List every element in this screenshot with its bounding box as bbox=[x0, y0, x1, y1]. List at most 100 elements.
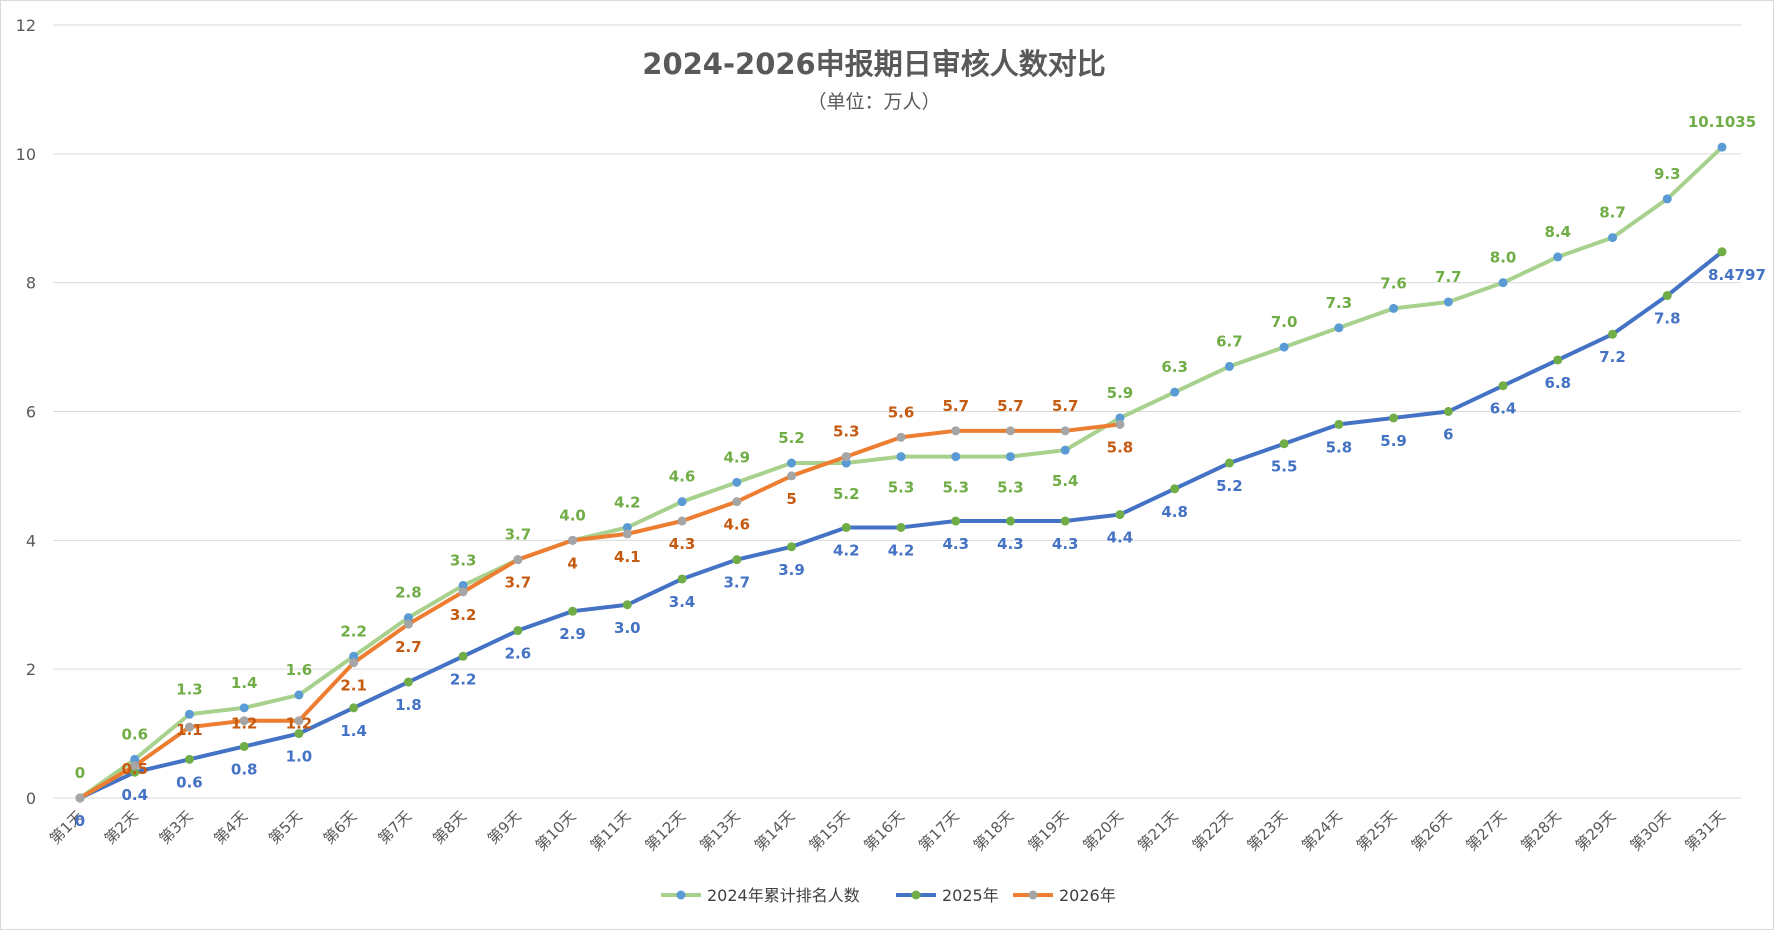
series-3-point bbox=[787, 471, 797, 481]
series-2-point bbox=[1498, 381, 1508, 391]
series-1-point bbox=[1334, 323, 1344, 333]
series-3-data-label: 5.3 bbox=[833, 423, 860, 441]
x-tick-label: 第4天 bbox=[210, 807, 251, 848]
x-tick-label: 第9天 bbox=[484, 807, 525, 848]
series-3-data-label: 4 bbox=[567, 554, 577, 572]
series-3-point bbox=[1060, 426, 1070, 436]
chart-subtitle: （单位：万人） bbox=[807, 91, 940, 113]
series-3-point bbox=[677, 516, 687, 526]
series-1-point bbox=[1115, 413, 1125, 423]
series-3-point bbox=[1115, 419, 1125, 429]
series-2-data-label: 0.8 bbox=[231, 760, 258, 778]
series-1-point bbox=[1553, 252, 1563, 262]
series-1-point bbox=[349, 651, 359, 661]
chart-title: 2024-2026申报期日审核人数对比 bbox=[642, 47, 1105, 81]
y-tick-label: 6 bbox=[26, 403, 36, 422]
series-2-data-label: 6 bbox=[1443, 426, 1453, 444]
series-3-data-label: 3.7 bbox=[505, 574, 532, 592]
legend-swatch-marker bbox=[1028, 890, 1038, 900]
legend-swatch-marker bbox=[911, 890, 921, 900]
x-tick-label: 第10天 bbox=[532, 807, 579, 854]
series-3-data-label: 1.1 bbox=[176, 721, 203, 739]
series-2-point bbox=[403, 677, 413, 687]
series-1-data-label: 5.3 bbox=[997, 479, 1024, 497]
series-2-data-label: 3.9 bbox=[778, 561, 805, 579]
series-2-data-label: 5.9 bbox=[1380, 432, 1407, 450]
series-1-point bbox=[841, 458, 851, 468]
series-1-data-label: 4.9 bbox=[724, 448, 751, 466]
series-1-data-label: 0 bbox=[75, 764, 85, 782]
series-2-data-label: 6.4 bbox=[1490, 400, 1517, 418]
series-1-point bbox=[1662, 194, 1672, 204]
series-1-data-label: 4.0 bbox=[559, 506, 586, 524]
series-3-point bbox=[622, 529, 632, 539]
series-2-data-label: 0 bbox=[75, 812, 85, 830]
series-2-point bbox=[732, 555, 742, 565]
series-2-data-label: 5.8 bbox=[1326, 438, 1353, 456]
series-2-data-label: 4.8 bbox=[1161, 503, 1188, 521]
series-1-point bbox=[1005, 452, 1015, 462]
series-3-data-label: 5 bbox=[786, 490, 796, 508]
x-tick-label: 第7天 bbox=[375, 807, 416, 848]
x-axis: 第1天 第2天 第3天 第4天 第5天 第6天 第7天 第8天 第9天 第10天 第11天 第12天第… bbox=[46, 807, 1729, 854]
series-line-1 bbox=[78, 145, 1724, 800]
series-3-data-label: 4.1 bbox=[614, 548, 641, 566]
series-1-point bbox=[130, 754, 140, 764]
series-lines bbox=[75, 142, 1727, 803]
series-1-point bbox=[403, 613, 413, 623]
x-tick-label: 第18天 bbox=[970, 807, 1017, 854]
series-2-point bbox=[130, 767, 140, 777]
series-3-point bbox=[896, 432, 906, 442]
x-tick-label: 第13天 bbox=[696, 807, 743, 854]
series-1-data-label: 6.3 bbox=[1161, 358, 1188, 376]
series-3-data-label: 4.3 bbox=[669, 535, 696, 553]
x-tick-label: 第16天 bbox=[860, 807, 907, 854]
legend-label: 2024年累计排名人数 bbox=[707, 886, 860, 905]
x-tick-label: 第30天 bbox=[1627, 807, 1674, 854]
series-3-point bbox=[130, 761, 140, 771]
y-tick-label: 8 bbox=[26, 274, 36, 293]
x-tick-label: 第5天 bbox=[265, 807, 306, 848]
series-1-data-label: 7.0 bbox=[1271, 313, 1298, 331]
series-3-data-label: 5.6 bbox=[888, 403, 915, 421]
series-1-point bbox=[732, 477, 742, 487]
series-2-point bbox=[1060, 516, 1070, 526]
series-1-point bbox=[1224, 361, 1234, 371]
series-1-data-label: 4.6 bbox=[669, 468, 696, 486]
series-1-data-label: 7.6 bbox=[1380, 274, 1407, 292]
series-1-point bbox=[896, 452, 906, 462]
series-1-point bbox=[677, 497, 687, 507]
series-3-point bbox=[403, 619, 413, 629]
series-1-data-label: 5.4 bbox=[1052, 472, 1079, 490]
series-1-point bbox=[1443, 297, 1453, 307]
series-3-data-label: 3.2 bbox=[450, 606, 477, 624]
series-2-point bbox=[513, 626, 523, 636]
series-2-point bbox=[458, 651, 468, 661]
x-tick-label: 第3天 bbox=[156, 807, 197, 848]
series-2-point bbox=[1279, 439, 1289, 449]
x-tick-label: 第21天 bbox=[1134, 807, 1181, 854]
series-2-data-label: 4.2 bbox=[888, 541, 915, 559]
series-1-data-label: 6.7 bbox=[1216, 332, 1243, 350]
series-1-data-label: 1.6 bbox=[286, 661, 313, 679]
series-line-3 bbox=[78, 422, 1122, 800]
series-3-point bbox=[458, 587, 468, 597]
series-3-data-label: 4.6 bbox=[724, 516, 751, 534]
series-2-point bbox=[1608, 329, 1618, 339]
series-2-data-label: 1.4 bbox=[340, 722, 367, 740]
x-tick-label: 第11天 bbox=[587, 807, 634, 854]
series-3-data-label: 2.1 bbox=[340, 677, 367, 695]
series-2-point bbox=[1115, 510, 1125, 520]
series-2-point bbox=[239, 741, 249, 751]
series-2-point bbox=[184, 754, 194, 764]
series-2-point bbox=[294, 729, 304, 739]
series-1-data-label: 1.3 bbox=[176, 680, 203, 698]
series-2-data-label: 0.6 bbox=[176, 773, 203, 791]
x-tick-label: 第31天 bbox=[1681, 807, 1728, 854]
series-1-data-label: 10.1035 bbox=[1688, 113, 1756, 131]
series-3-point bbox=[732, 497, 742, 507]
x-tick-label: 第23天 bbox=[1244, 807, 1291, 854]
series-1-data-label: 3.7 bbox=[505, 526, 532, 544]
